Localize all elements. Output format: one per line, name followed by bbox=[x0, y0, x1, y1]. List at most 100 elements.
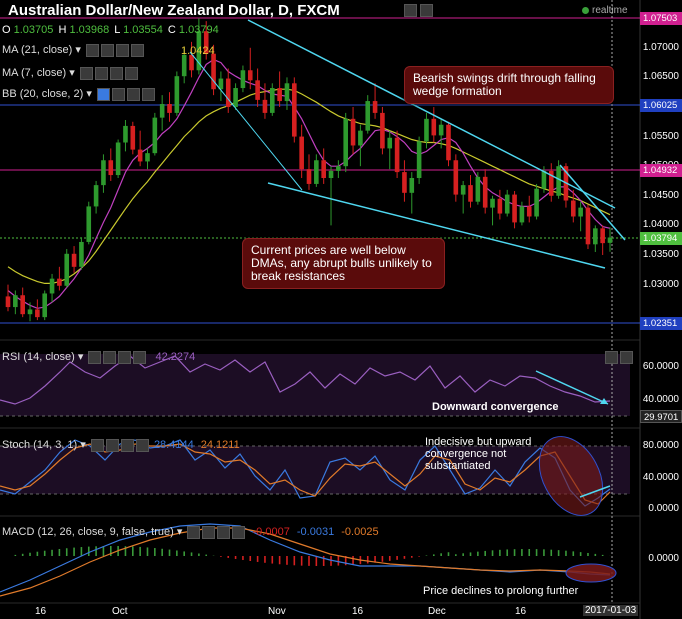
more-icon[interactable] bbox=[133, 350, 147, 364]
candle bbox=[181, 47, 187, 84]
candle bbox=[306, 154, 312, 190]
settings-icon[interactable] bbox=[111, 87, 125, 101]
candle bbox=[123, 120, 128, 152]
more-icon[interactable] bbox=[141, 87, 155, 101]
wedge-callout: Bearish swings drift through falling wed… bbox=[404, 66, 614, 104]
close-icon[interactable] bbox=[118, 350, 132, 364]
candle-body bbox=[240, 70, 246, 89]
bb-legend[interactable]: BB (20, close, 2) ▾ bbox=[2, 87, 155, 101]
rsi-note: Downward convergence bbox=[432, 401, 559, 413]
dma-note: Current prices are well below DMAs, any … bbox=[251, 243, 432, 283]
stoch-k-value: 28.4144 bbox=[153, 439, 194, 451]
candle bbox=[269, 83, 275, 116]
rsi-arrow-head bbox=[600, 398, 608, 404]
candle bbox=[57, 266, 62, 291]
dropdown-icon[interactable]: ▾ bbox=[69, 67, 75, 79]
settings-icon[interactable] bbox=[202, 525, 216, 539]
candle-body bbox=[130, 125, 136, 150]
candle-body bbox=[358, 130, 363, 146]
visibility-icon[interactable] bbox=[85, 43, 99, 57]
candle-body bbox=[145, 153, 150, 162]
macd-legend[interactable]: MACD (12, 26, close, 9, false, true) ▾ -… bbox=[2, 525, 379, 539]
close-icon[interactable] bbox=[115, 43, 129, 57]
dropdown-icon[interactable]: ▾ bbox=[77, 351, 84, 363]
candle bbox=[600, 225, 605, 255]
candle-body bbox=[585, 207, 591, 245]
close-icon[interactable] bbox=[120, 438, 134, 452]
close-icon[interactable] bbox=[217, 525, 231, 539]
move-up-icon[interactable] bbox=[605, 351, 618, 365]
candle-body bbox=[211, 53, 216, 90]
dropdown-icon[interactable]: ▾ bbox=[176, 526, 183, 538]
stoch-tick-40: 40.0000 bbox=[642, 472, 679, 483]
candle bbox=[218, 71, 224, 102]
candle bbox=[365, 95, 371, 134]
price-tag: 1.06025 bbox=[640, 99, 682, 113]
candle-body bbox=[541, 170, 547, 189]
candle-body bbox=[446, 124, 451, 161]
candle-body bbox=[5, 296, 11, 308]
time-label-16-sep: 16 bbox=[35, 606, 47, 617]
dropdown-icon[interactable]: ▾ bbox=[75, 44, 81, 56]
candle-body bbox=[321, 160, 326, 179]
settings-icon[interactable] bbox=[105, 438, 119, 452]
move-down-icon[interactable] bbox=[620, 351, 633, 365]
visibility-icon[interactable] bbox=[88, 350, 102, 364]
candle-body bbox=[519, 206, 525, 223]
candle-body bbox=[255, 80, 260, 100]
more-icon[interactable] bbox=[130, 43, 144, 57]
ma7-value: 1.0424 bbox=[181, 45, 215, 57]
candle-body bbox=[20, 295, 25, 315]
more-icon[interactable] bbox=[124, 66, 138, 80]
left-trendline bbox=[189, 51, 303, 191]
candle-body bbox=[365, 101, 371, 131]
visibility-icon[interactable] bbox=[79, 66, 93, 80]
dropdown-icon[interactable]: ▾ bbox=[86, 88, 92, 100]
visibility-icon[interactable] bbox=[187, 525, 201, 539]
ma21-legend[interactable]: MA (21, close) ▾ bbox=[2, 43, 144, 57]
candle-body bbox=[93, 185, 99, 207]
settings-icon[interactable] bbox=[94, 66, 108, 80]
price-tick: 1.04500 bbox=[642, 189, 679, 201]
candle-body bbox=[438, 124, 444, 136]
stoch-note-text: Indecisive but upward convergence not su… bbox=[425, 436, 532, 472]
dropdown-icon[interactable]: ▾ bbox=[80, 439, 86, 451]
settings-icon[interactable] bbox=[103, 350, 117, 364]
close-icon[interactable] bbox=[420, 4, 433, 17]
settings-icon[interactable] bbox=[404, 4, 417, 17]
settings-icon[interactable] bbox=[100, 43, 114, 57]
stoch-legend[interactable]: Stoch (14, 3, 1) ▾ 28.4144 24.1211 bbox=[2, 438, 240, 452]
price-tag: 1.04932 bbox=[640, 164, 682, 178]
candle-body bbox=[299, 136, 304, 170]
candle bbox=[20, 287, 25, 318]
visibility-icon[interactable] bbox=[90, 438, 104, 452]
rsi-tag: 29.9701 bbox=[640, 410, 682, 423]
candle bbox=[93, 180, 99, 214]
candle-body bbox=[350, 118, 356, 146]
candle-body bbox=[372, 101, 378, 113]
price-tick: 1.03500 bbox=[642, 248, 679, 260]
candle-body bbox=[152, 117, 158, 154]
candle bbox=[292, 77, 297, 143]
wedge-note: Bearish swings drift through falling wed… bbox=[413, 71, 596, 98]
ma7-legend[interactable]: MA (7, close) ▾ bbox=[2, 66, 138, 80]
candle bbox=[196, 18, 202, 75]
candle-body bbox=[504, 194, 510, 214]
price-tick: 1.03000 bbox=[642, 278, 679, 290]
rsi-legend[interactable]: RSI (14, close) ▾ 42.2274 bbox=[2, 350, 195, 364]
candle bbox=[358, 124, 363, 167]
more-icon[interactable] bbox=[135, 438, 149, 452]
more-icon[interactable] bbox=[232, 525, 246, 539]
candle bbox=[49, 273, 55, 303]
candle bbox=[519, 201, 525, 226]
close-icon[interactable] bbox=[109, 66, 123, 80]
candle-body bbox=[490, 198, 495, 208]
macd-histogram-group bbox=[14, 546, 611, 566]
candle-body bbox=[167, 104, 172, 113]
close-icon[interactable] bbox=[126, 87, 140, 101]
candle bbox=[424, 112, 429, 149]
c-label: C bbox=[167, 24, 176, 36]
visibility-icon[interactable] bbox=[96, 87, 110, 101]
candle bbox=[101, 154, 106, 193]
candle bbox=[570, 189, 576, 223]
